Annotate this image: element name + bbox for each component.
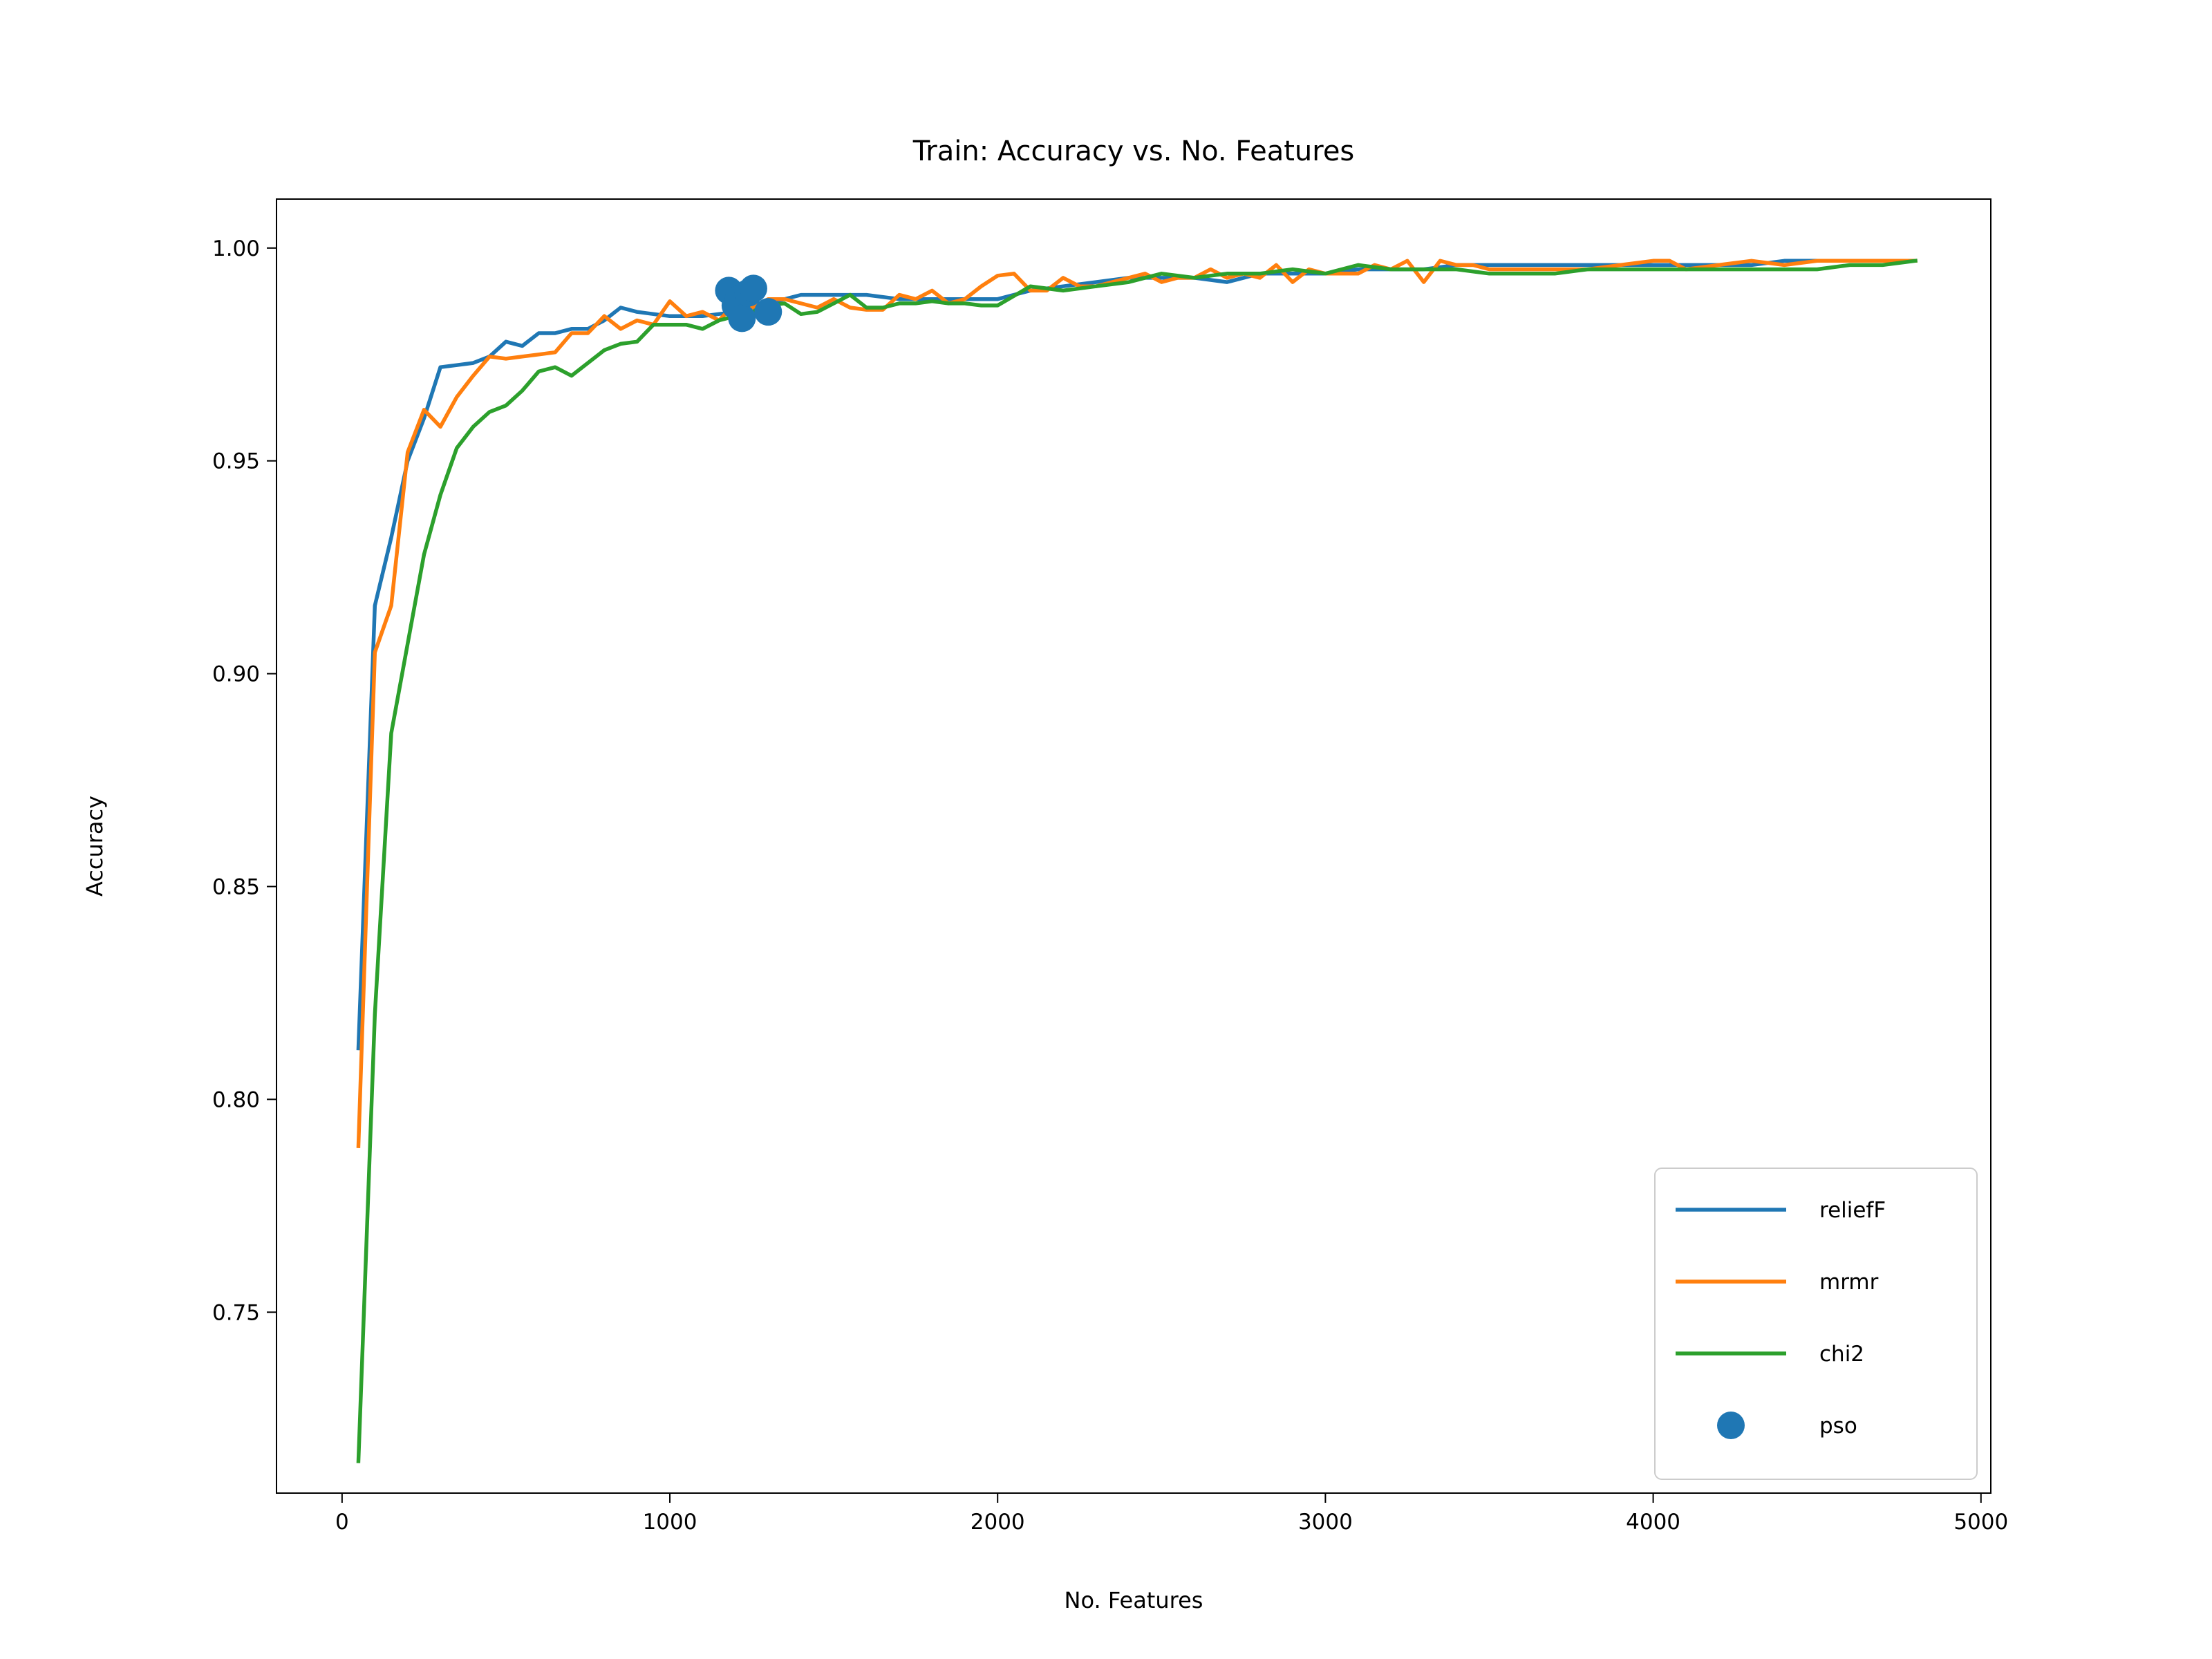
chart-title: Train: Accuracy vs. No. Features: [912, 135, 1355, 167]
x-axis-label: No. Features: [1065, 1587, 1203, 1613]
y-tick-label: 1.00: [212, 236, 260, 261]
x-tick-label: 0: [335, 1510, 349, 1535]
legend-label-chi2: chi2: [1819, 1342, 1864, 1367]
series-line-reliefF: [356, 259, 1918, 1051]
x-tick-label: 2000: [971, 1510, 1025, 1535]
legend-box: [1654, 1168, 1978, 1480]
legend: reliefF mrmr chi2 pso: [1654, 1168, 1978, 1480]
legend-swatch-pso: [1717, 1412, 1745, 1439]
legend-label-reliefF: reliefF: [1819, 1198, 1886, 1223]
y-tick-label: 0.85: [212, 875, 260, 900]
x-tick-label: 4000: [1626, 1510, 1680, 1535]
x-tick-label: 1000: [643, 1510, 697, 1535]
y-axis-label: Accuracy: [82, 796, 108, 897]
x-tick-label: 3000: [1298, 1510, 1353, 1535]
series-layer: [356, 259, 1918, 1463]
plot-frame: [276, 198, 1991, 1494]
y-tick-label: 0.80: [212, 1087, 260, 1112]
series-line-mrmr: [356, 259, 1918, 1148]
y-tick-label: 0.95: [212, 449, 260, 474]
series-point-pso: [728, 304, 756, 332]
y-axis: 0.75 0.80 0.85 0.90 0.95 1.00: [212, 236, 276, 1325]
series-line-chi2: [356, 259, 1918, 1463]
series-point-pso: [739, 274, 767, 303]
legend-label-mrmr: mrmr: [1819, 1270, 1879, 1295]
y-tick-label: 0.90: [212, 662, 260, 687]
series-point-pso: [754, 298, 782, 326]
legend-label-pso: pso: [1819, 1414, 1857, 1438]
y-tick-label: 0.75: [212, 1300, 260, 1325]
x-tick-label: 5000: [1953, 1510, 2008, 1535]
x-axis: 0 1000 2000 3000 4000 5000: [335, 1493, 2008, 1535]
